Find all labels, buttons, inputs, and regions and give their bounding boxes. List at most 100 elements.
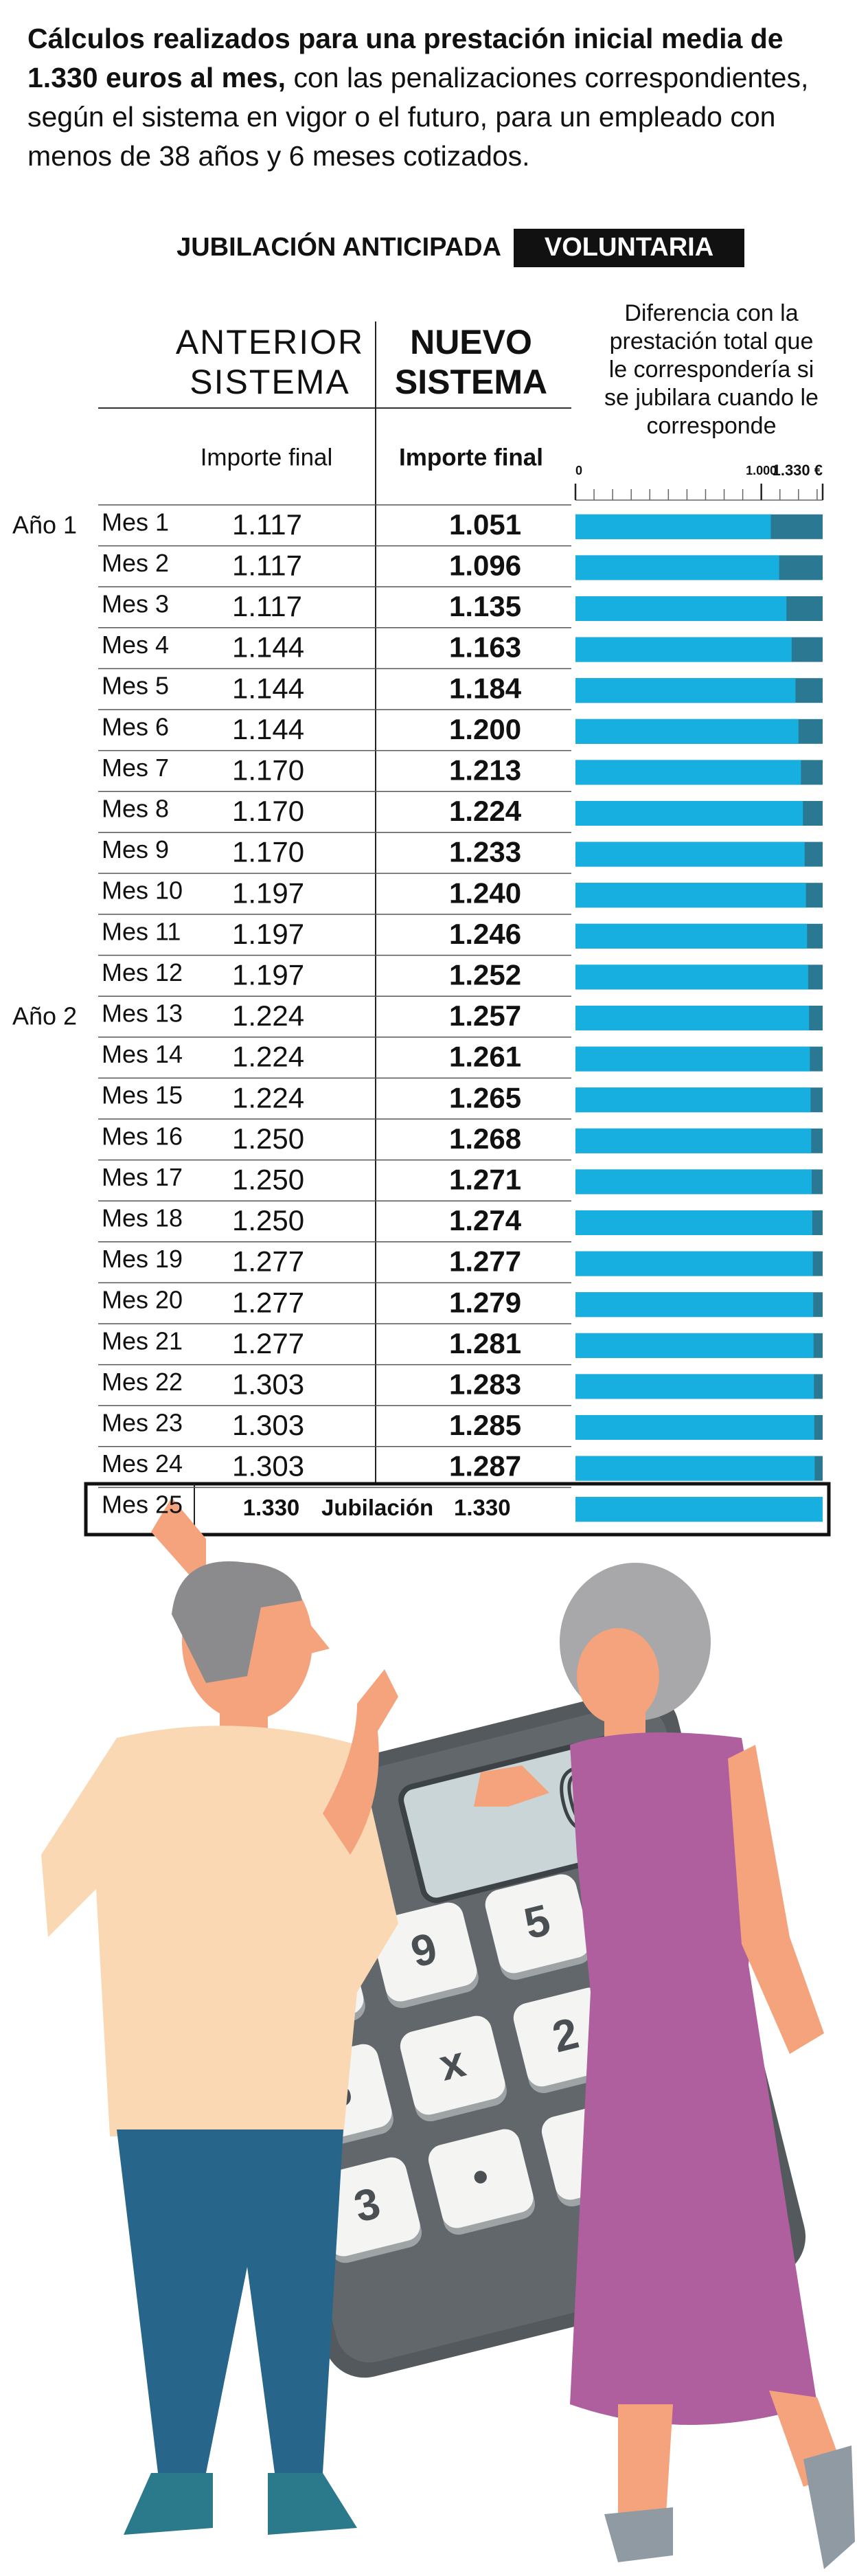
bar — [575, 1497, 823, 1522]
intro-segment: Cálculos realizados para una prestación … — [27, 23, 784, 54]
month-label: Mes 4 — [102, 631, 169, 659]
value-label: 1.224 — [449, 795, 522, 827]
bar — [575, 678, 796, 703]
previous-value: 1.144 — [232, 713, 304, 745]
previous-value: 1.197 — [232, 877, 304, 909]
previous-value: 1.330 — [243, 1495, 300, 1520]
month-label: Mes 14 — [102, 1040, 183, 1068]
previous-value: 1.117 — [232, 590, 302, 622]
value-label: 1.184 — [449, 672, 522, 704]
month-label: Mes 12 — [102, 958, 183, 986]
previous-value: 1.250 — [232, 1204, 304, 1236]
key — [428, 2129, 534, 2228]
previous-value: 1.170 — [232, 754, 304, 786]
value-label: 1.274 — [449, 1204, 522, 1236]
month-label: Mes 13 — [102, 999, 183, 1028]
bar — [575, 596, 787, 621]
month-label: Mes 16 — [102, 1122, 183, 1150]
month-label: Mes 19 — [102, 1245, 183, 1273]
previous-value: 1.250 — [232, 1122, 304, 1155]
previous-header: ANTERIOR — [176, 323, 364, 361]
previous-value: 1.303 — [232, 1368, 304, 1400]
previous-value: 1.197 — [232, 918, 304, 950]
month-label: Mes 15 — [102, 1081, 183, 1109]
month-label: Mes 25 — [102, 1491, 183, 1519]
previous-value: 1.117 — [232, 508, 302, 541]
bar — [575, 637, 792, 662]
previous-value: 1.250 — [232, 1163, 304, 1195]
previous-value: 1.224 — [232, 1081, 304, 1114]
value-label: 1.240 — [449, 877, 521, 909]
previous-value: 1.277 — [232, 1327, 304, 1359]
title-highlight: VOLUNTARIA — [545, 233, 713, 262]
previous-header: SISTEMA — [190, 363, 350, 401]
chart-heading: se jubilara cuando le — [604, 385, 819, 411]
value-label: 1.287 — [449, 1450, 521, 1482]
bar — [575, 1046, 810, 1072]
previous-value: 1.144 — [232, 672, 304, 704]
chart-heading: prestación total que — [610, 328, 814, 354]
month-label: Mes 9 — [102, 835, 169, 863]
value-label: 1.213 — [449, 754, 521, 786]
chart-heading: le correspondería si — [609, 357, 814, 383]
man — [41, 1498, 398, 2535]
x-tick-label: 1.330 € — [773, 462, 823, 479]
month-label: Mes 24 — [102, 1449, 183, 1478]
retirement-note: Jubilación — [321, 1495, 433, 1520]
key — [372, 1902, 477, 2002]
bar — [575, 1456, 815, 1481]
previous-value: 1.277 — [232, 1245, 304, 1278]
value-label: 1.246 — [449, 918, 521, 950]
value-label: 1.281 — [449, 1327, 521, 1359]
previous-subheader: Importe final — [201, 444, 333, 471]
bar — [575, 1415, 814, 1440]
month-label: Mes 22 — [102, 1368, 183, 1396]
value-label: 1.261 — [449, 1041, 521, 1073]
bar — [575, 841, 805, 867]
chart-heading: corresponde — [646, 413, 776, 439]
title-highlight-box — [514, 229, 744, 267]
bar — [575, 923, 808, 949]
month-label: Mes 18 — [102, 1204, 183, 1232]
illustration: 0 8956x23•+ — [41, 1498, 855, 2569]
previous-value: 1.144 — [232, 631, 304, 664]
year-label: Año 2 — [12, 1002, 77, 1030]
bar — [575, 1169, 812, 1195]
month-label: Mes 5 — [102, 672, 169, 700]
bar — [575, 801, 803, 826]
previous-value: 1.224 — [232, 1041, 304, 1073]
title: JUBILACIÓN ANTICIPADA — [176, 231, 501, 262]
value-label: 1.252 — [449, 958, 521, 991]
bar — [575, 1292, 814, 1318]
previous-value: 1.170 — [232, 795, 304, 827]
value-label: 1.051 — [449, 508, 521, 541]
year-label: Año 1 — [12, 510, 77, 539]
bar — [575, 1087, 811, 1113]
key — [400, 2015, 505, 2115]
new-header: SISTEMA — [395, 363, 547, 401]
retirement-row-box — [84, 1482, 831, 1537]
previous-value: 1.117 — [232, 549, 302, 581]
value-label: 1.279 — [449, 1286, 521, 1318]
month-label: Mes 20 — [102, 1286, 183, 1314]
value-label: 1.257 — [449, 999, 521, 1032]
value-label: 1.268 — [449, 1122, 521, 1155]
previous-value: 1.197 — [232, 958, 304, 991]
value-label: 1.265 — [449, 1081, 521, 1114]
bar — [575, 719, 799, 744]
bar — [575, 760, 801, 785]
month-label: Mes 10 — [102, 877, 183, 905]
month-label: Mes 7 — [102, 754, 169, 782]
bar — [575, 1333, 814, 1358]
value-label: 1.233 — [449, 836, 521, 868]
intro-text: Cálculos realizados para una prestación … — [27, 19, 834, 176]
previous-value: 1.303 — [232, 1450, 304, 1482]
value-label: 1.277 — [449, 1245, 521, 1278]
month-label: Mes 21 — [102, 1326, 183, 1355]
month-label: Mes 6 — [102, 712, 169, 741]
previous-value: 1.224 — [232, 999, 304, 1032]
intro-segment: con las penalizaciones correspondientes,… — [27, 62, 809, 172]
month-label: Mes 17 — [102, 1163, 183, 1191]
